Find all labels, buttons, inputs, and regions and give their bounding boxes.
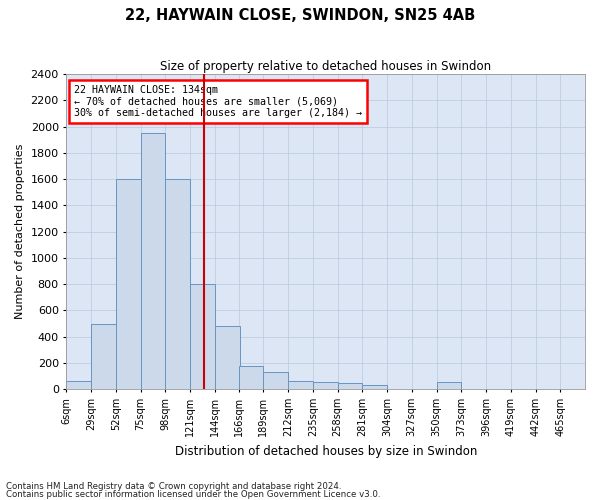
Bar [190,284,215,389]
Bar [362,385,387,389]
Bar [288,382,313,389]
Bar [313,382,338,389]
Text: Contains public sector information licensed under the Open Government Licence v3: Contains public sector information licen… [6,490,380,499]
Title: Size of property relative to detached houses in Swindon: Size of property relative to detached ho… [160,60,491,73]
Bar [166,179,190,389]
Bar [116,179,140,389]
Bar [239,366,263,389]
Text: 22, HAYWAIN CLOSE, SWINDON, SN25 4AB: 22, HAYWAIN CLOSE, SWINDON, SN25 4AB [125,8,475,22]
Bar [437,382,461,389]
Bar [67,382,91,389]
Y-axis label: Number of detached properties: Number of detached properties [15,144,25,320]
Bar [338,382,362,389]
Bar [215,326,239,389]
Bar [140,133,166,389]
X-axis label: Distribution of detached houses by size in Swindon: Distribution of detached houses by size … [175,444,477,458]
Bar [263,372,288,389]
Text: Contains HM Land Registry data © Crown copyright and database right 2024.: Contains HM Land Registry data © Crown c… [6,482,341,491]
Text: 22 HAYWAIN CLOSE: 134sqm
← 70% of detached houses are smaller (5,069)
30% of sem: 22 HAYWAIN CLOSE: 134sqm ← 70% of detach… [74,85,362,118]
Bar [91,324,116,389]
